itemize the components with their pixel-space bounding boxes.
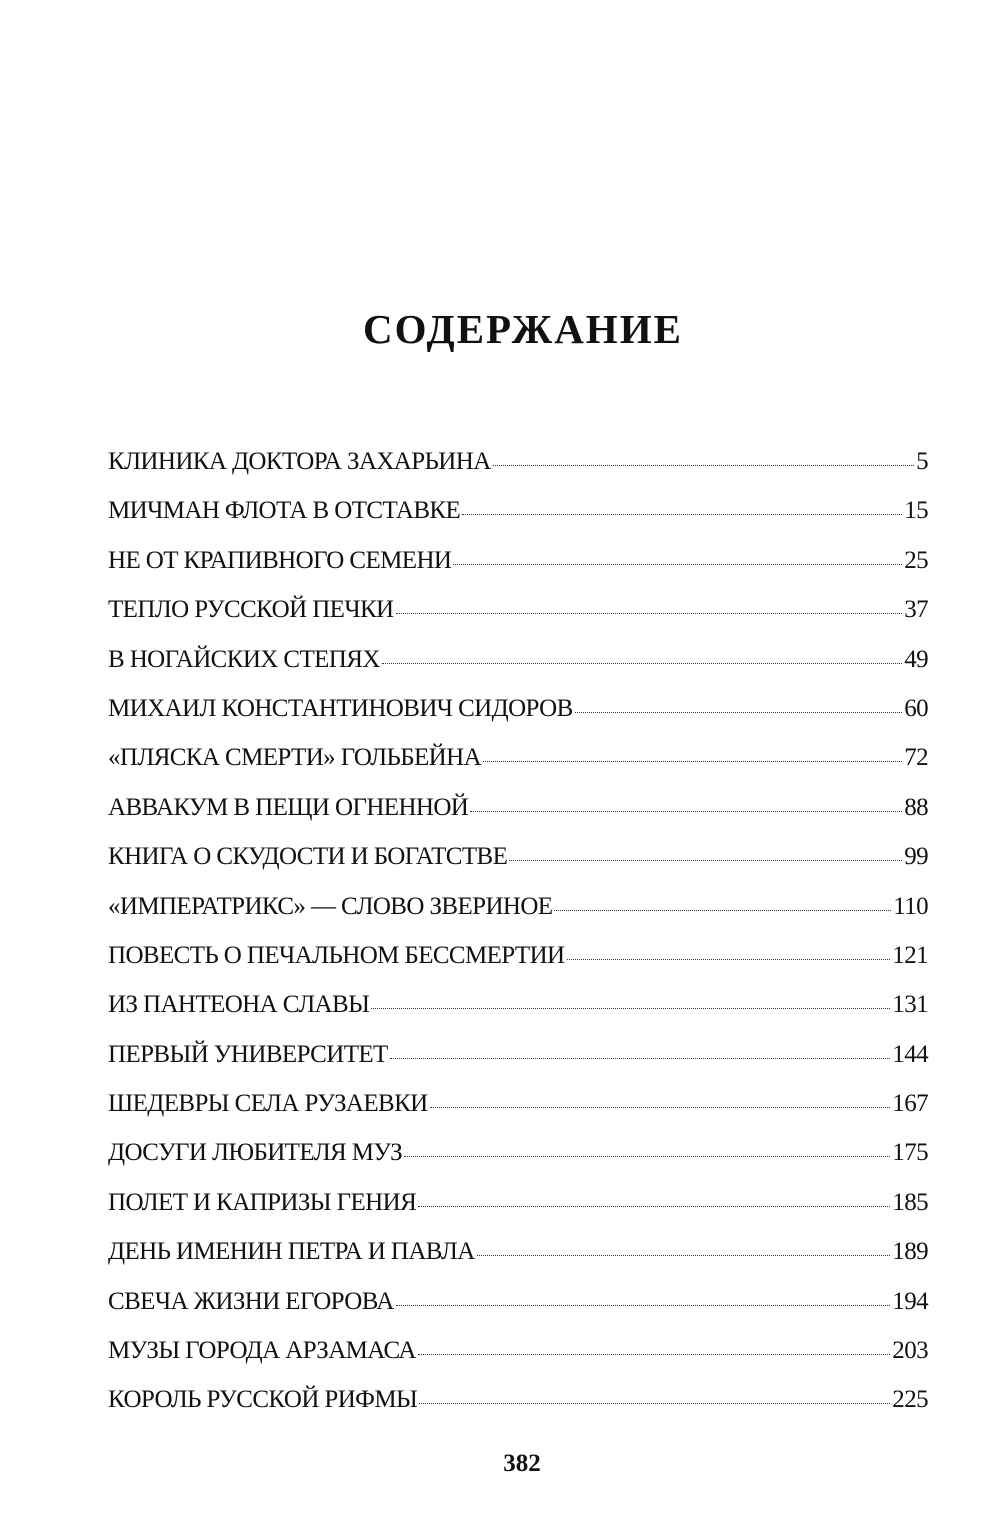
table-of-contents: КЛИНИКА ДОКТОРА ЗАХАРЬИНА 5 МИЧМАН ФЛОТА В… [108,448,929,1436]
entry-page: 110 [893,892,928,920]
toc-entry: СВЕЧА ЖИЗНИ ЕГОРОВА 194 [108,1287,929,1337]
dot-leader [418,1205,891,1207]
entry-page: 225 [892,1386,928,1414]
dot-leader [470,810,903,812]
toc-entry: ДЕНЬ ИМЕНИН ПЕТРА И ПАВЛА 189 [108,1238,929,1287]
toc-entry: МУЗЫ ГОРОДА АРЗАМАСА 203 [108,1337,929,1386]
entry-title: ПОЛЕТ И КАПРИЗЫ ГЕНИЯ [108,1188,417,1216]
entry-title: ДОСУГИ ЛЮБИТЕЛЯ МУЗ [108,1139,403,1167]
entry-page: 15 [904,497,928,525]
entry-title: КОРОЛЬ РУССКОЙ РИФМЫ [108,1386,418,1414]
dot-leader [417,1354,891,1356]
dot-leader [395,1304,891,1306]
entry-title: В НОГАЙСКИХ СТЕПЯХ [108,645,380,673]
entry-page: 144 [892,1040,928,1068]
entry-title: «ИМПЕРАТРИКС» — СЛОВО ЗВЕРИНОЕ [108,892,553,920]
toc-entry: «ИМПЕРАТРИКС» — СЛОВО ЗВЕРИНОЕ 110 [108,892,929,942]
entry-page: 88 [904,793,928,821]
toc-entry: ПОЛЕТ И КАПРИЗЫ ГЕНИЯ 185 [108,1188,929,1238]
page-title: СОДЕРЖАНИЕ [363,306,683,352]
entry-title: МИХАИЛ КОНСТАНТИНОВИЧ СИДОРОВ [108,694,573,722]
toc-entry: ТЕПЛО РУССКОЙ ПЕЧКИ 37 [108,596,929,645]
toc-entry: ПОВЕСТЬ О ПЕЧАЛЬНОМ БЕССМЕРТИИ 121 [108,941,929,991]
dot-leader [389,1057,891,1059]
entry-title: ШЕДЕВРЫ СЕЛА РУЗАЕВКИ [108,1090,428,1118]
toc-entry: КОРОЛЬ РУССКОЙ РИФМЫ 225 [108,1386,929,1435]
toc-entry: НЕ ОТ КРАПИВНОГО СЕМЕНИ 25 [108,546,929,596]
entry-page: 203 [892,1337,928,1365]
toc-entry: «ПЛЯСКА СМЕРТИ» ГОЛЬБЕЙНА 72 [108,744,929,793]
entry-title: АВВАКУМ В ПЕЩИ ОГНЕННОЙ [108,793,469,821]
entry-title: «ПЛЯСКА СМЕРТИ» ГОЛЬБЕЙНА [108,744,482,772]
dot-leader [483,761,903,763]
entry-page: 99 [904,843,928,871]
dot-leader [429,1107,891,1109]
entry-page: 121 [892,941,928,969]
entry-title: НЕ ОТ КРАПИВНОГО СЕМЕНИ [108,546,452,574]
entry-title: МУЗЫ ГОРОДА АРЗАМАСА [108,1337,416,1365]
dot-leader [574,711,903,713]
dot-leader [509,860,903,862]
entry-page: 72 [904,744,928,772]
dot-leader [381,662,903,664]
toc-entry: ШЕДЕВРЫ СЕЛА РУЗАЕВКИ 167 [108,1090,929,1139]
entry-title: СВЕЧА ЖИЗНИ ЕГОРОВА [108,1287,394,1315]
entry-page: 189 [892,1238,928,1266]
entry-title: ИЗ ПАНТЕОНА СЛАВЫ [108,991,370,1019]
dot-leader [404,1156,891,1158]
dot-leader [453,563,903,565]
dot-leader [566,958,891,960]
toc-entry: КЛИНИКА ДОКТОРА ЗАХАРЬИНА 5 [108,448,929,497]
entry-page: 37 [904,596,928,624]
entry-page: 25 [904,546,928,574]
dot-leader [371,1008,891,1010]
dot-leader [492,465,915,466]
entry-page: 60 [904,694,928,722]
entry-title: ПЕРВЫЙ УНИВЕРСИТЕТ [108,1040,388,1068]
entry-page: 185 [892,1188,928,1216]
entry-title: ДЕНЬ ИМЕНИН ПЕТРА И ПАВЛА [108,1238,475,1266]
dot-leader [395,613,903,615]
entry-title: КЛИНИКА ДОКТОРА ЗАХАРЬИНА [108,448,491,475]
page-number: 382 [503,1450,541,1477]
toc-entry: ИЗ ПАНТЕОНА СЛАВЫ 131 [108,991,929,1040]
entry-title: ПОВЕСТЬ О ПЕЧАЛЬНОМ БЕССМЕРТИИ [108,941,565,969]
toc-entry: ДОСУГИ ЛЮБИТЕЛЯ МУЗ 175 [108,1139,929,1188]
dot-leader [462,514,903,516]
entry-page: 5 [916,448,929,475]
toc-entry: В НОГАЙСКИХ СТЕПЯХ 49 [108,645,929,695]
entry-page: 167 [892,1090,928,1118]
entry-page: 175 [892,1139,928,1167]
entry-page: 131 [892,991,928,1019]
entry-page: 194 [892,1287,928,1315]
entry-page: 49 [904,645,928,673]
toc-entry: МИЧМАН ФЛОТА В ОТСТАВКЕ 15 [108,497,929,546]
toc-entry: КНИГА О СКУДОСТИ И БОГАТСТВЕ 99 [108,843,929,892]
entry-title: МИЧМАН ФЛОТА В ОТСТАВКЕ [108,497,461,525]
toc-entry: АВВАКУМ В ПЕЩИ ОГНЕННОЙ 88 [108,793,929,843]
dot-leader [419,1403,891,1405]
toc-entry: ПЕРВЫЙ УНИВЕРСИТЕТ 144 [108,1040,929,1090]
toc-entry: МИХАИЛ КОНСТАНТИНОВИЧ СИДОРОВ 60 [108,694,929,744]
entry-title: ТЕПЛО РУССКОЙ ПЕЧКИ [108,596,394,624]
dot-leader [554,909,892,911]
entry-title: КНИГА О СКУДОСТИ И БОГАТСТВЕ [108,843,508,871]
dot-leader [476,1255,891,1257]
